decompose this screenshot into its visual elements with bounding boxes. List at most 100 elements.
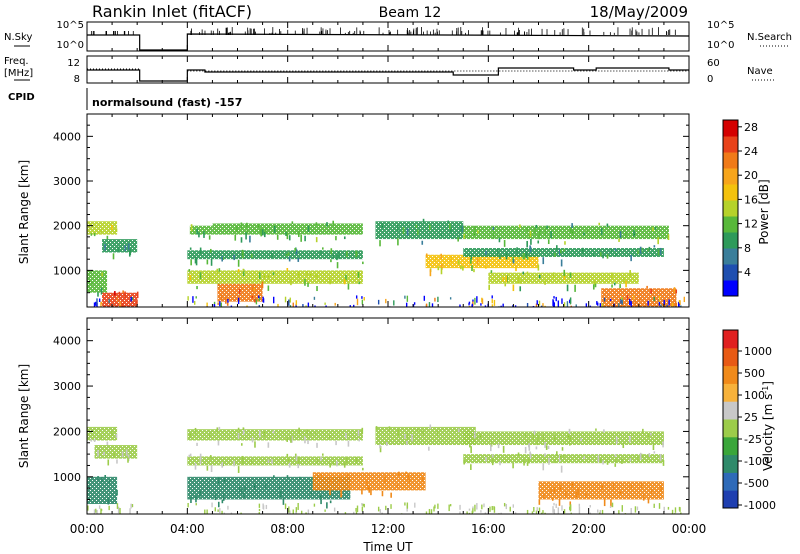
data-speck [490, 440, 493, 447]
data-speck [345, 432, 347, 439]
data-speck [563, 509, 566, 514]
data-speck [416, 428, 419, 431]
data-speck [353, 304, 355, 307]
data-speck [406, 295, 409, 302]
data-speck [348, 482, 351, 490]
data-band-texture [102, 292, 138, 307]
data-speck [199, 457, 202, 465]
data-speck [131, 297, 134, 301]
data-speck [675, 289, 678, 294]
colorbar-tick-label: 25 [744, 411, 758, 424]
freq-tick-high: 12 [67, 58, 80, 69]
data-speck [216, 427, 219, 433]
data-speck [357, 430, 360, 437]
data-speck [437, 296, 439, 303]
data-speck [306, 271, 308, 276]
data-speck [340, 476, 343, 483]
data-speck [462, 225, 464, 232]
data-speck [484, 512, 487, 514]
data-speck [124, 245, 127, 252]
data-speck [379, 446, 382, 453]
data-speck [610, 499, 612, 507]
data-speck [316, 458, 319, 464]
data-band-texture [87, 270, 108, 293]
data-speck [574, 284, 576, 292]
power-colorbar-label: Power [dB] [757, 179, 771, 244]
data-speck [251, 437, 254, 443]
data-speck [650, 432, 652, 436]
data-speck [586, 229, 589, 233]
data-speck [299, 476, 301, 480]
data-speck [101, 272, 104, 277]
data-speck [585, 493, 587, 498]
data-speck [535, 303, 538, 307]
data-speck [361, 296, 363, 299]
data-speck [258, 508, 261, 512]
data-speck [243, 492, 245, 499]
data-speck [329, 279, 331, 285]
data-speck [663, 506, 665, 512]
data-speck [245, 232, 247, 240]
data-speck [533, 507, 535, 512]
data-speck [246, 222, 248, 228]
data-speck [434, 256, 437, 262]
data-speck [425, 303, 428, 307]
colorbar-swatch [723, 383, 738, 402]
data-speck [462, 266, 464, 271]
freq-tick-low: 8 [74, 74, 80, 85]
data-speck [211, 502, 213, 508]
data-speck [502, 445, 505, 453]
data-speck [119, 301, 121, 307]
data-speck [673, 306, 675, 307]
data-speck [650, 488, 653, 494]
data-speck [387, 513, 389, 514]
data-speck [335, 236, 337, 241]
data-speck [97, 292, 99, 297]
data-speck [258, 295, 260, 299]
data-band-texture [375, 426, 476, 446]
data-speck [652, 227, 654, 232]
velocity-colorbar-label: Velocity [m s-1] [761, 381, 776, 471]
velocity-yticks: 1000 2000 3000 4000 [53, 328, 689, 500]
data-speck [648, 452, 651, 457]
colorbar-frame [722, 119, 739, 297]
x-tick-label: 08:00 [270, 522, 305, 536]
data-speck [481, 504, 483, 510]
data-speck [653, 451, 656, 454]
data-speck [90, 233, 93, 236]
data-speck [618, 303, 620, 307]
data-speck [217, 302, 219, 305]
data-speck [629, 458, 632, 462]
data-speck [385, 505, 387, 511]
data-speck [390, 504, 392, 509]
data-speck [130, 503, 132, 509]
data-speck [561, 505, 563, 511]
data-speck [257, 223, 260, 228]
data-speck [206, 302, 208, 307]
data-speck [411, 434, 413, 442]
data-speck [491, 454, 494, 458]
nsky-label: N.Sky [4, 32, 32, 43]
data-speck [100, 301, 102, 307]
data-speck [559, 249, 562, 254]
data-speck [417, 229, 419, 235]
data-speck [343, 236, 346, 240]
data-speck [304, 278, 306, 286]
beam-title: Beam 12 [379, 5, 442, 21]
data-speck [195, 258, 198, 266]
data-speck [473, 269, 475, 273]
data-speck [575, 304, 577, 307]
data-speck [481, 298, 484, 304]
data-speck [362, 261, 364, 265]
data-speck [195, 503, 197, 506]
data-speck [606, 460, 609, 465]
data-speck [515, 265, 517, 272]
data-speck [307, 302, 310, 307]
data-speck [683, 296, 686, 303]
data-speck [206, 509, 208, 514]
data-speck [544, 442, 546, 448]
data-speck [262, 296, 264, 303]
data-speck [263, 231, 266, 238]
data-speck [491, 506, 493, 511]
data-speck [619, 284, 621, 289]
